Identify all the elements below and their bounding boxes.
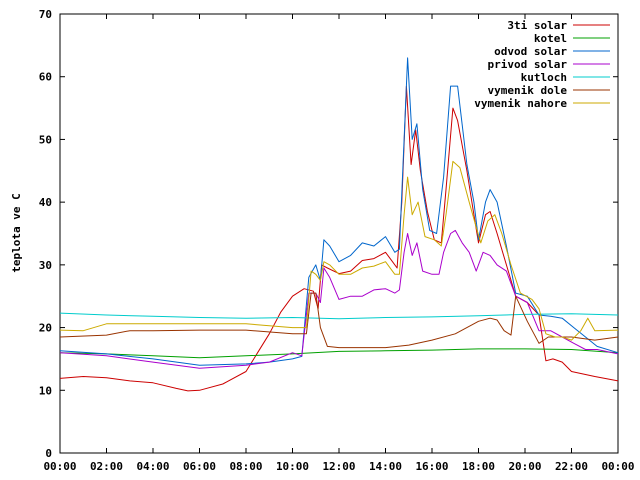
legend-label: vymenik dole xyxy=(488,84,568,97)
legend-label: kutloch xyxy=(521,71,567,84)
legend-label: odvod solar xyxy=(494,45,567,58)
y-tick-label: 30 xyxy=(39,259,52,272)
x-tick-label: 14:00 xyxy=(369,460,402,473)
series-line-3 xyxy=(59,229,619,369)
y-tick-label: 20 xyxy=(39,322,52,335)
x-tick-label: 10:00 xyxy=(276,460,309,473)
x-tick-label: 18:00 xyxy=(462,460,495,473)
legend-label: kotel xyxy=(534,32,567,45)
y-tick-label: 0 xyxy=(45,447,52,460)
legend-label: 3ti solar xyxy=(507,19,567,32)
series-line-5 xyxy=(59,292,619,349)
x-tick-label: 12:00 xyxy=(322,460,355,473)
y-tick-label: 60 xyxy=(39,71,52,84)
x-tick-label: 02:00 xyxy=(90,460,123,473)
legend-label: privod solar xyxy=(488,58,568,71)
series-lines xyxy=(59,57,619,392)
y-tick-label: 10 xyxy=(39,384,52,397)
series-line-0 xyxy=(59,85,619,392)
y-tick-label: 70 xyxy=(39,8,52,21)
y-axis: 0 10 20 30 40 50 60 70 xyxy=(39,8,618,460)
x-tick-label: 00:00 xyxy=(601,460,634,473)
series-line-2 xyxy=(59,57,619,366)
y-tick-label: 40 xyxy=(39,196,52,209)
series-line-1 xyxy=(59,348,619,359)
x-tick-label: 08:00 xyxy=(229,460,262,473)
x-tick-label: 16:00 xyxy=(415,460,448,473)
x-tick-label: 20:00 xyxy=(508,460,541,473)
x-tick-label: 00:00 xyxy=(43,460,76,473)
legend-label: vymenik nahore xyxy=(474,97,567,110)
y-axis-label: teplota ve C xyxy=(10,193,23,272)
y-tick-label: 50 xyxy=(39,133,52,146)
x-axis: 00:00 02:00 04:00 06:00 08:00 10:00 12:00 14:00… xyxy=(43,14,635,473)
x-tick-label: 04:00 xyxy=(136,460,169,473)
x-tick-label: 06:00 xyxy=(183,460,216,473)
series-line-6 xyxy=(59,160,619,341)
series-line-4 xyxy=(59,312,619,320)
x-tick-label: 22:00 xyxy=(555,460,588,473)
